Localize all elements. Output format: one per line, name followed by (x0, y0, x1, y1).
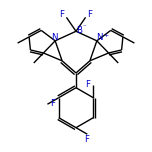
Text: F: F (87, 10, 92, 19)
Text: F: F (60, 10, 65, 19)
Text: B: B (76, 26, 82, 35)
Text: ⁻: ⁻ (82, 25, 86, 31)
Text: N: N (96, 33, 103, 42)
Text: F: F (84, 135, 89, 144)
Text: N: N (52, 33, 58, 42)
Text: +: + (103, 33, 108, 38)
Text: F: F (50, 99, 55, 108)
Text: F: F (86, 80, 91, 89)
